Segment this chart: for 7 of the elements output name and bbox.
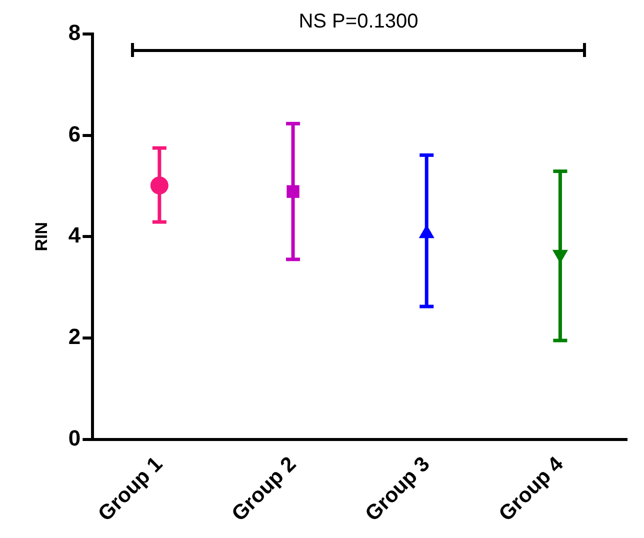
y-tick-label: 8 (68, 20, 81, 46)
y-axis-title: RIN (32, 222, 51, 252)
y-tick-label: 2 (68, 324, 81, 350)
text: NS P=0.1300 (298, 10, 418, 33)
y-tick-label: 6 (68, 121, 81, 146)
y-tick-label: 0 (68, 425, 81, 450)
y-tick-label: 4 (68, 222, 82, 248)
